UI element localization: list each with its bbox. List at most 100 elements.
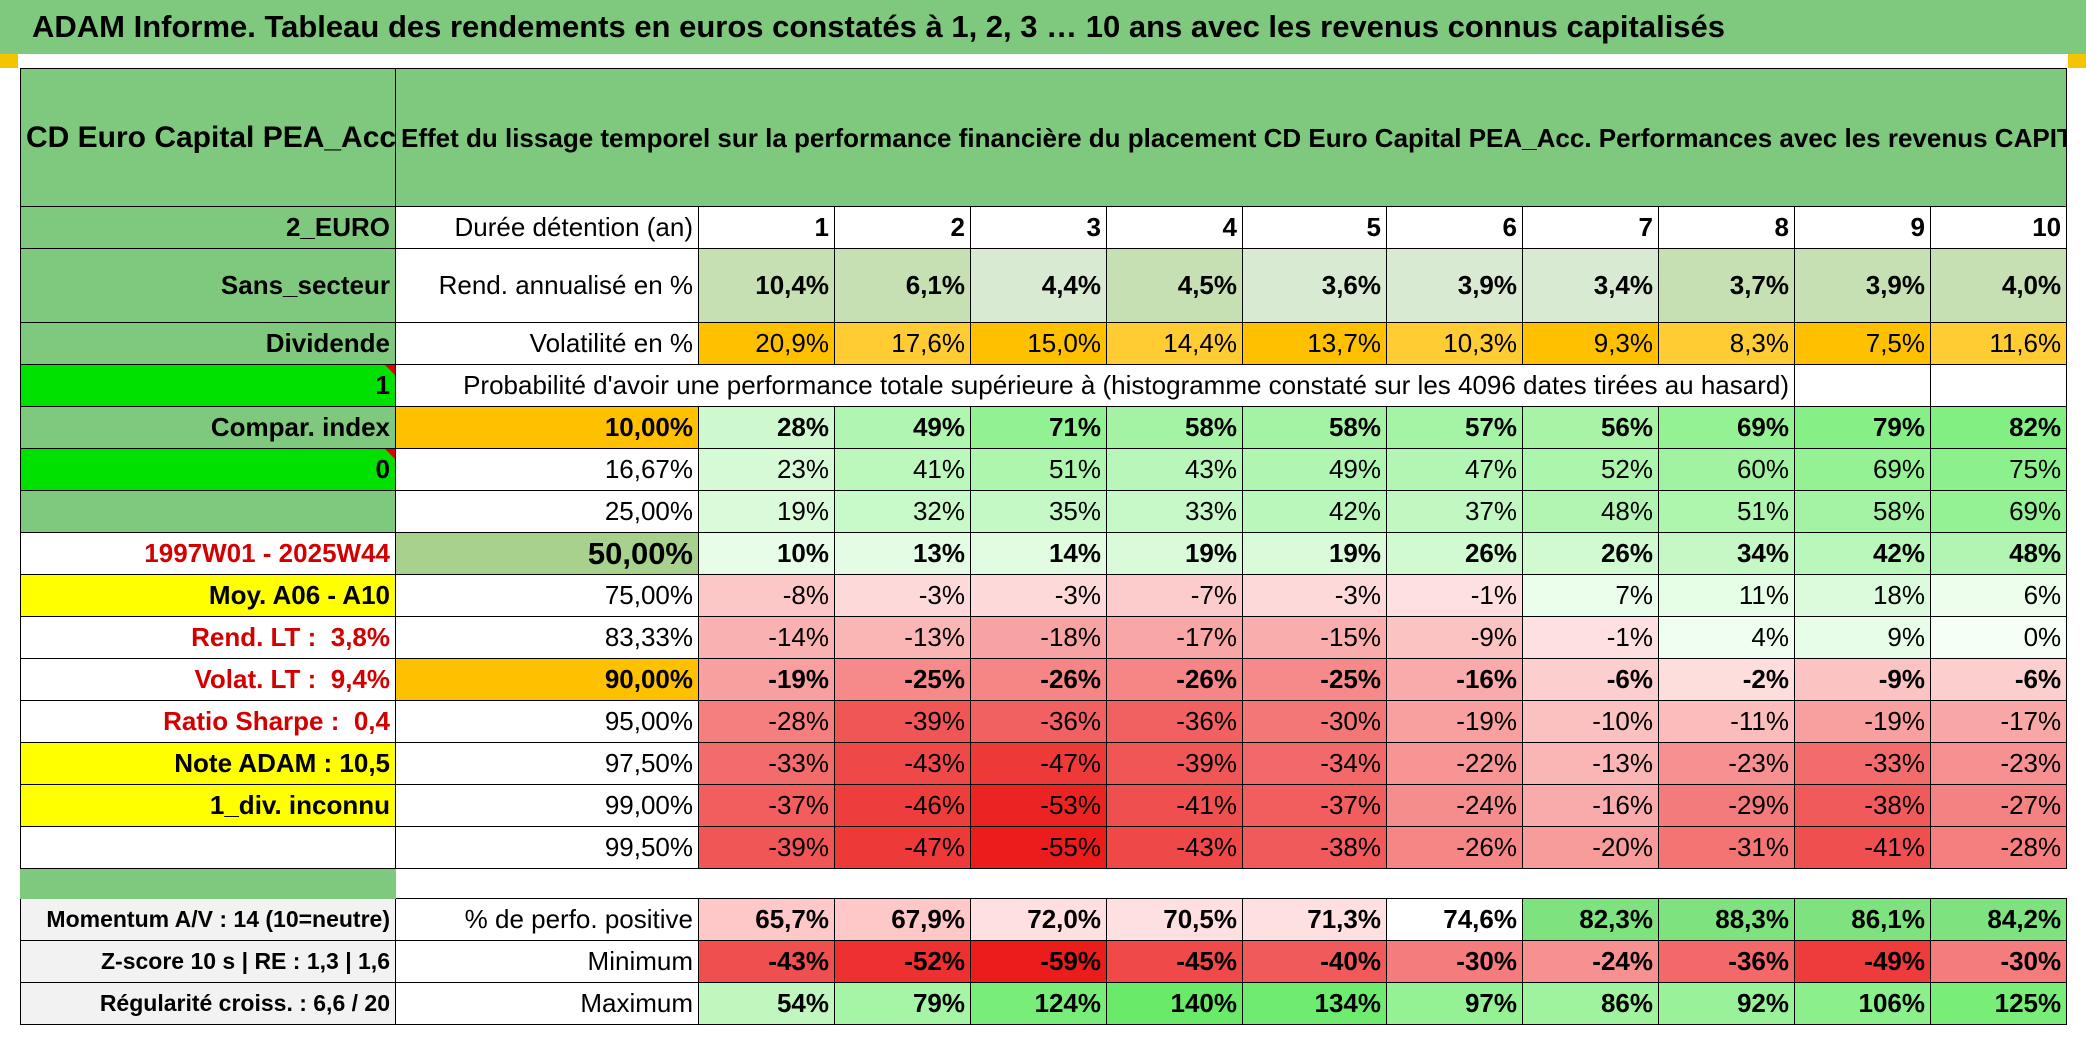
probability-cell: 58% xyxy=(1242,406,1387,449)
year-header: 1 xyxy=(698,206,835,249)
minimum-cell: -59% xyxy=(970,940,1107,983)
maximum-cell: 79% xyxy=(834,982,971,1025)
duree-label: Durée détention (an) xyxy=(395,206,699,249)
proba-blank-1 xyxy=(1794,364,1931,407)
probability-cell: -39% xyxy=(1106,742,1243,785)
probability-cell: -16% xyxy=(1386,658,1523,701)
probability-cell: -20% xyxy=(1522,826,1659,869)
rend-cell: 4,5% xyxy=(1106,248,1243,323)
threshold-label: 83,33% xyxy=(395,616,699,659)
probability-cell: 58% xyxy=(1106,406,1243,449)
year-header: 9 xyxy=(1794,206,1931,249)
minimum-cell: -30% xyxy=(1929,940,2068,983)
probability-cell: -14% xyxy=(698,616,835,659)
rend-cell: 4,0% xyxy=(1929,248,2068,323)
left-blank-green xyxy=(20,490,396,533)
rend-lt-value: 3,8% xyxy=(330,622,390,652)
volat-label: Volatilité en % xyxy=(395,322,699,365)
probability-cell: 35% xyxy=(970,490,1107,533)
probability-cell: -30% xyxy=(1242,700,1387,743)
probability-cell: -41% xyxy=(1794,826,1931,869)
volat-lt: Volat. LT : 9,4% xyxy=(20,658,396,701)
minimum-cell: -52% xyxy=(834,940,971,983)
probability-cell: 37% xyxy=(1386,490,1523,533)
volat-lt-label: Volat. LT : xyxy=(194,664,317,694)
probability-cell: -33% xyxy=(698,742,835,785)
div-label: 1_div. inconnu xyxy=(20,784,396,827)
probability-cell: -43% xyxy=(834,742,971,785)
probability-cell: 42% xyxy=(1242,490,1387,533)
threshold-label: 50,00% xyxy=(395,532,699,575)
report-title: ADAM Informe. Tableau des rendements en … xyxy=(0,0,2086,54)
probability-cell: -22% xyxy=(1386,742,1523,785)
probability-cell: 71% xyxy=(970,406,1107,449)
minimum-cell: -30% xyxy=(1386,940,1523,983)
probability-cell: -1% xyxy=(1386,574,1523,617)
dividend-label: Dividende xyxy=(20,322,396,365)
probability-cell: 52% xyxy=(1522,448,1659,491)
rend-cell: 3,4% xyxy=(1522,248,1659,323)
probability-cell: 32% xyxy=(834,490,971,533)
rend-cell: 4,4% xyxy=(970,248,1107,323)
probability-cell: -9% xyxy=(1794,658,1931,701)
probability-cell: -19% xyxy=(1794,700,1931,743)
corner-marker-left xyxy=(0,54,18,68)
perf-pos-cell: 84,2% xyxy=(1929,898,2068,941)
probability-cell: 49% xyxy=(1242,448,1387,491)
threshold-label: 16,67% xyxy=(395,448,699,491)
probability-cell: -26% xyxy=(1106,658,1243,701)
table-description: Effet du lissage temporel sur la perform… xyxy=(394,68,2068,207)
probability-cell: 47% xyxy=(1386,448,1523,491)
probability-cell: -38% xyxy=(1242,826,1387,869)
probability-cell: -2% xyxy=(1658,658,1795,701)
probability-cell: -43% xyxy=(1106,826,1243,869)
probability-cell: -29% xyxy=(1658,784,1795,827)
rend-cell: 6,1% xyxy=(834,248,971,323)
probability-cell: 23% xyxy=(698,448,835,491)
probability-cell: 28% xyxy=(698,406,835,449)
maximum-cell: 134% xyxy=(1242,982,1387,1025)
maximum-cell: 106% xyxy=(1794,982,1931,1025)
threshold-label: 95,00% xyxy=(395,700,699,743)
rend-cell: 3,9% xyxy=(1386,248,1523,323)
probability-cell: 26% xyxy=(1522,532,1659,575)
maximum-cell: 92% xyxy=(1658,982,1795,1025)
rend-cell: 3,6% xyxy=(1242,248,1387,323)
probability-cell: 49% xyxy=(834,406,971,449)
probability-cell: 9% xyxy=(1794,616,1931,659)
probability-cell: 79% xyxy=(1794,406,1931,449)
threshold-label: 97,50% xyxy=(395,742,699,785)
sharpe: Ratio Sharpe : 0,4 xyxy=(20,700,396,743)
probability-cell: -27% xyxy=(1929,784,2068,827)
probability-cell: -46% xyxy=(834,784,971,827)
probability-cell: -23% xyxy=(1658,742,1795,785)
maximum-cell: 97% xyxy=(1386,982,1523,1025)
perf-pos-cell: 67,9% xyxy=(834,898,971,941)
probability-cell: 18% xyxy=(1794,574,1931,617)
probability-cell: 58% xyxy=(1794,490,1931,533)
threshold-label: 90,00% xyxy=(395,658,699,701)
probability-cell: 33% xyxy=(1106,490,1243,533)
probability-cell: 51% xyxy=(1658,490,1795,533)
sector-label: Sans_secteur xyxy=(20,248,396,323)
maximum-cell: 124% xyxy=(970,982,1107,1025)
probability-cell: 19% xyxy=(698,490,835,533)
perf-pos-cell: 86,1% xyxy=(1794,898,1931,941)
gap-green xyxy=(20,868,396,899)
regularite-row-label: Maximum xyxy=(395,982,699,1025)
volat-cell: 8,3% xyxy=(1658,322,1795,365)
threshold-label: 99,00% xyxy=(395,784,699,827)
probability-cell: -37% xyxy=(1242,784,1387,827)
volat-cell: 15,0% xyxy=(970,322,1107,365)
volat-cell: 7,5% xyxy=(1794,322,1931,365)
probability-cell: -13% xyxy=(834,616,971,659)
probability-cell: 48% xyxy=(1522,490,1659,533)
probability-cell: 0% xyxy=(1929,616,2068,659)
rend-lt: Rend. LT : 3,8% xyxy=(20,616,396,659)
compar-index-label: Compar. index xyxy=(20,406,396,449)
maximum-cell: 54% xyxy=(698,982,835,1025)
probability-cell: -17% xyxy=(1929,700,2068,743)
sharpe-label: Ratio Sharpe : xyxy=(163,706,340,736)
probability-cell: -16% xyxy=(1522,784,1659,827)
probability-cell: -7% xyxy=(1106,574,1243,617)
